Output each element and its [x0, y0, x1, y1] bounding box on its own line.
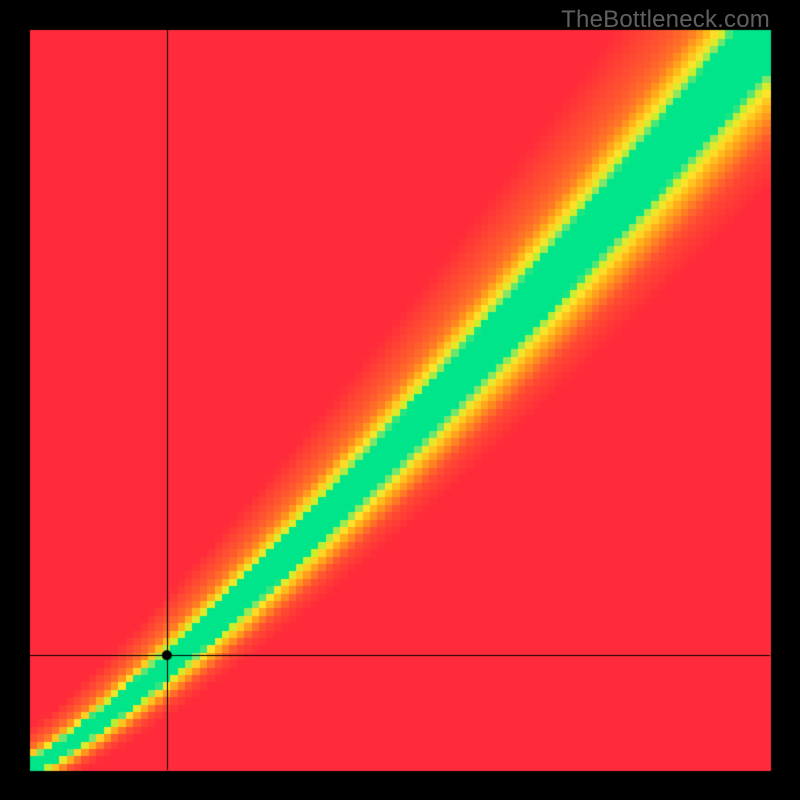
- watermark-text: TheBottleneck.com: [561, 6, 770, 34]
- chart-container: TheBottleneck.com: [0, 0, 800, 800]
- bottleneck-heatmap: [0, 0, 800, 800]
